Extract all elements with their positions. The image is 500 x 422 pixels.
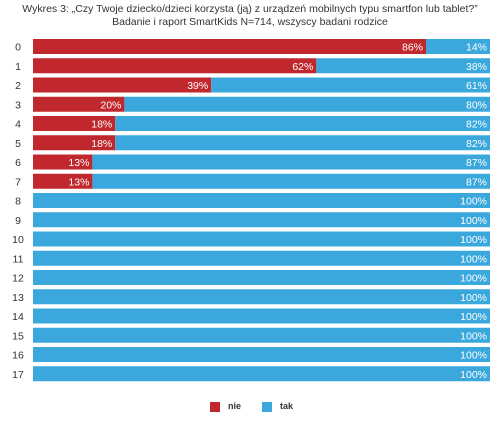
data-label-nie: 13% xyxy=(68,157,89,169)
chart-title: Wykres 3: „Czy Twoje dziecko/dzieci korz… xyxy=(22,3,478,15)
data-label-tak: 100% xyxy=(460,311,487,323)
category-label: 3 xyxy=(15,99,21,111)
bar-tak xyxy=(115,116,490,131)
category-label: 1 xyxy=(15,61,21,73)
bar-tak xyxy=(33,347,490,362)
data-label-nie: 62% xyxy=(292,61,313,73)
data-label-tak: 61% xyxy=(466,80,487,92)
data-label-nie: 13% xyxy=(68,176,89,188)
bar-tak xyxy=(316,58,490,74)
data-label-tak: 80% xyxy=(466,99,487,111)
bar-tak xyxy=(92,173,490,189)
category-label: 4 xyxy=(15,119,21,131)
data-label-tak: 100% xyxy=(460,253,487,265)
category-label: 13 xyxy=(12,292,24,304)
data-label-tak: 100% xyxy=(460,369,487,381)
data-label-tak: 82% xyxy=(466,138,487,150)
bar-tak xyxy=(33,250,490,266)
bar-tak xyxy=(124,96,491,112)
chart-subtitle: Badanie i raport SmartKids N=714, wszysc… xyxy=(112,16,388,28)
category-label: 0 xyxy=(15,42,21,54)
data-label-tak: 100% xyxy=(460,350,487,362)
data-label-tak: 87% xyxy=(466,176,487,188)
bar-tak xyxy=(33,289,490,305)
category-label: 14 xyxy=(12,311,24,323)
bar-tak xyxy=(33,231,490,247)
bar-tak xyxy=(33,270,490,285)
chart-title-block: Wykres 3: „Czy Twoje dziecko/dzieci korz… xyxy=(0,3,500,29)
category-label: 8 xyxy=(15,196,21,208)
bar-nie xyxy=(33,154,93,170)
bar-nie xyxy=(33,58,317,74)
bar-tak xyxy=(426,39,490,54)
bar-tak xyxy=(211,77,491,93)
bar-tak xyxy=(115,135,490,151)
category-label: 7 xyxy=(15,176,21,188)
category-label: 6 xyxy=(15,157,21,169)
bar-tak xyxy=(33,327,490,343)
data-label-tak: 100% xyxy=(460,330,487,342)
category-label: 11 xyxy=(13,253,24,265)
data-label-tak: 100% xyxy=(460,273,487,285)
data-label-tak: 14% xyxy=(466,42,487,54)
bar-tak xyxy=(33,212,490,228)
bar-tak xyxy=(33,193,490,208)
data-label-tak: 100% xyxy=(460,215,487,227)
legend-label-tak: tak xyxy=(280,401,294,411)
bar-nie xyxy=(33,96,125,112)
data-label-tak: 100% xyxy=(460,196,487,208)
data-label-tak: 87% xyxy=(466,157,487,169)
data-label-tak: 82% xyxy=(466,119,487,131)
bar-nie xyxy=(33,39,427,54)
data-label-nie: 18% xyxy=(91,138,112,150)
data-label-tak: 100% xyxy=(460,234,487,246)
category-label: 17 xyxy=(12,369,24,381)
data-label-tak: 100% xyxy=(460,292,487,304)
bar-nie xyxy=(33,135,116,151)
bar-tak xyxy=(92,154,490,170)
category-label: 2 xyxy=(15,80,21,92)
category-label: 9 xyxy=(15,215,21,227)
data-label-tak: 38% xyxy=(466,61,487,73)
bar-nie xyxy=(33,116,116,131)
data-label-nie: 86% xyxy=(402,42,423,54)
category-label: 12 xyxy=(12,273,24,285)
category-label: 15 xyxy=(12,330,24,342)
data-label-nie: 20% xyxy=(100,99,121,111)
bar-nie xyxy=(33,77,212,93)
bar-tak xyxy=(33,366,490,382)
category-label: 16 xyxy=(12,350,24,362)
category-label: 10 xyxy=(12,234,24,246)
category-label: 5 xyxy=(15,138,21,150)
legend-label-nie: nie xyxy=(228,401,242,411)
data-label-nie: 39% xyxy=(187,80,208,92)
data-label-nie: 18% xyxy=(91,119,112,131)
bar-tak xyxy=(33,308,490,324)
legend-swatch-nie xyxy=(210,402,220,412)
legend-swatch-tak xyxy=(262,402,272,412)
bar-nie xyxy=(33,173,93,189)
